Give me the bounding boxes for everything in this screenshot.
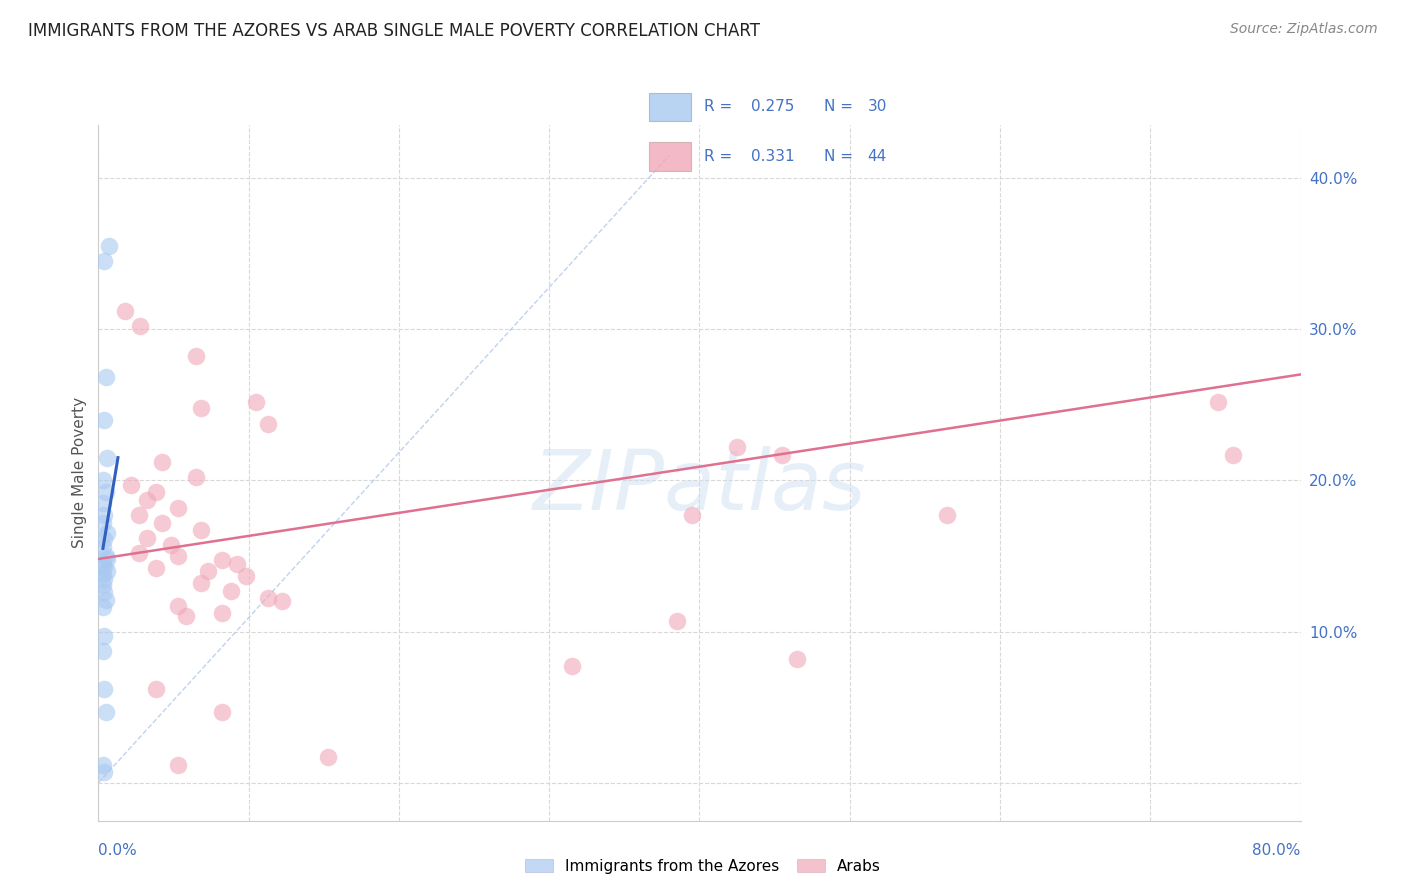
Point xyxy=(93,681,115,696)
Point xyxy=(145,485,167,500)
Point xyxy=(150,455,173,469)
Point xyxy=(725,440,748,454)
Point xyxy=(184,470,207,484)
Point xyxy=(129,319,152,334)
Text: 44: 44 xyxy=(868,149,887,164)
Text: 80.0%: 80.0% xyxy=(1253,843,1301,858)
Point xyxy=(91,644,114,658)
Point xyxy=(135,531,157,545)
Point xyxy=(184,349,207,363)
FancyBboxPatch shape xyxy=(650,142,692,170)
Point xyxy=(96,564,118,578)
Point xyxy=(145,561,167,575)
Text: 0.0%: 0.0% xyxy=(98,843,138,858)
Text: R =: R = xyxy=(704,99,738,114)
Point xyxy=(211,553,233,567)
Point xyxy=(128,546,150,560)
Text: N =: N = xyxy=(824,99,858,114)
Text: 0.331: 0.331 xyxy=(751,149,794,164)
Point xyxy=(93,629,115,643)
Point xyxy=(270,594,292,608)
Point xyxy=(190,576,212,591)
Point xyxy=(93,572,115,586)
Point xyxy=(197,564,219,578)
Point xyxy=(96,450,118,465)
Point xyxy=(1206,394,1229,409)
Point xyxy=(91,516,114,530)
Point xyxy=(93,508,115,522)
Point xyxy=(681,508,703,522)
Point xyxy=(93,413,115,427)
Legend: Immigrants from the Azores, Arabs: Immigrants from the Azores, Arabs xyxy=(519,853,887,880)
Point xyxy=(167,549,190,563)
Point xyxy=(94,705,117,719)
Point xyxy=(94,485,117,500)
Point xyxy=(159,538,181,552)
Point xyxy=(561,659,583,673)
Point xyxy=(96,526,118,541)
Point xyxy=(93,765,115,780)
Point xyxy=(786,652,808,666)
Y-axis label: Single Male Poverty: Single Male Poverty xyxy=(72,397,87,549)
Point xyxy=(1222,448,1244,462)
Point xyxy=(211,705,233,719)
Point xyxy=(91,567,114,582)
Point xyxy=(97,239,120,253)
Point xyxy=(91,496,114,510)
Text: Source: ZipAtlas.com: Source: ZipAtlas.com xyxy=(1230,22,1378,37)
Point xyxy=(245,394,267,409)
Point xyxy=(318,750,340,764)
Point xyxy=(174,609,197,624)
Text: IMMIGRANTS FROM THE AZORES VS ARAB SINGLE MALE POVERTY CORRELATION CHART: IMMIGRANTS FROM THE AZORES VS ARAB SINGL… xyxy=(28,22,761,40)
Point xyxy=(145,681,167,696)
Point xyxy=(257,591,280,606)
Point xyxy=(257,417,280,432)
Point xyxy=(91,757,114,772)
Point xyxy=(225,557,247,571)
Point xyxy=(235,568,257,582)
Point xyxy=(93,254,115,268)
Point xyxy=(770,448,793,462)
Point xyxy=(190,523,212,537)
Point xyxy=(190,401,212,415)
Point xyxy=(211,607,233,621)
Point xyxy=(96,552,118,566)
Text: 30: 30 xyxy=(868,99,887,114)
Point xyxy=(94,549,117,563)
Point xyxy=(219,583,242,598)
Point xyxy=(114,304,136,318)
Point xyxy=(91,600,114,615)
Point xyxy=(94,370,117,384)
Point xyxy=(936,508,959,522)
Point xyxy=(93,559,115,574)
Point xyxy=(93,533,115,547)
Point xyxy=(167,599,190,613)
Point xyxy=(91,557,114,571)
Point xyxy=(665,614,688,628)
Point xyxy=(121,478,143,492)
Text: N =: N = xyxy=(824,149,858,164)
Point xyxy=(91,473,114,487)
Text: ZIPatlas: ZIPatlas xyxy=(533,446,866,527)
Point xyxy=(150,516,173,530)
Point xyxy=(93,585,115,599)
Text: 0.275: 0.275 xyxy=(751,99,794,114)
FancyBboxPatch shape xyxy=(650,93,692,121)
Point xyxy=(167,757,190,772)
Point xyxy=(94,592,117,607)
Point xyxy=(91,577,114,591)
Point xyxy=(167,500,190,515)
Point xyxy=(128,508,150,522)
Text: R =: R = xyxy=(704,149,738,164)
Point xyxy=(91,540,114,554)
Point xyxy=(135,493,157,508)
